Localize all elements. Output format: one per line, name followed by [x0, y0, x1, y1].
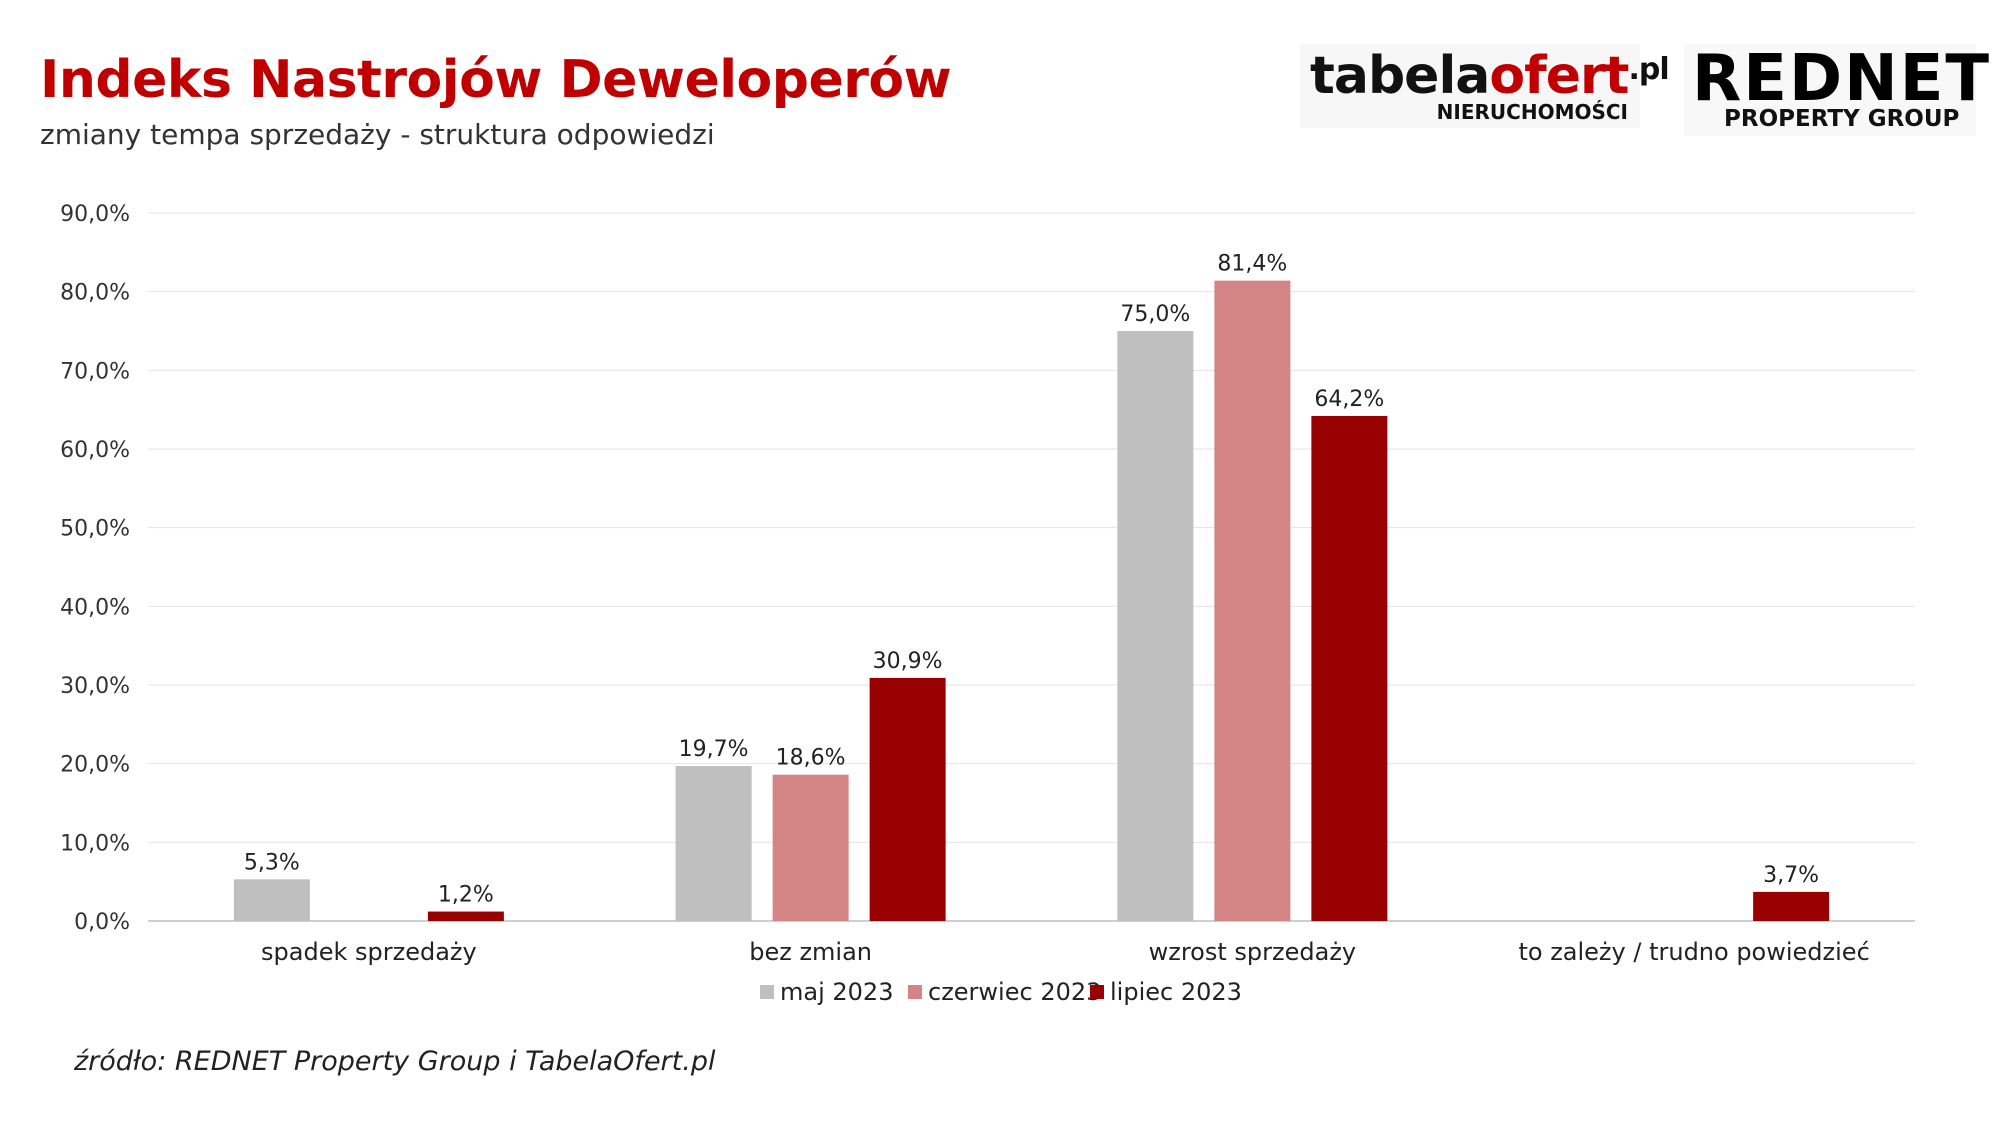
legend-label: czerwiec 2023: [928, 978, 1101, 1006]
rednet-logo: REDNET PROPERTY GROUP: [1684, 42, 1989, 136]
y-tick-label: 0,0%: [74, 910, 130, 935]
y-tick-label: 20,0%: [60, 753, 130, 778]
y-tick-label: 30,0%: [60, 674, 130, 699]
tabelaofert-wordmark: tabelaofert.pl: [1310, 46, 1670, 106]
tabelaofert-tagline: NIERUCHOMOŚCI: [1436, 100, 1628, 124]
legend-swatch: [760, 985, 774, 999]
y-tick-label: 70,0%: [60, 359, 130, 384]
tabelaofert-logo: tabelaofert.pl NIERUCHOMOŚCI: [1300, 44, 1670, 128]
x-category-label: wzrost sprzedaży: [1149, 938, 1357, 966]
data-label: 64,2%: [1314, 387, 1384, 412]
data-label: 19,7%: [679, 737, 749, 762]
data-label: 18,6%: [776, 746, 846, 771]
data-label: 81,4%: [1217, 252, 1287, 277]
bar-chart: 0,0% 10,0% 20,0% 30,0% 40,0% 50,0% 60,0% 70,0% 8…: [60, 202, 1915, 1006]
data-label: 75,0%: [1120, 302, 1190, 327]
rednet-wordmark: REDNET: [1692, 42, 1992, 116]
data-label: 30,9%: [873, 649, 943, 674]
y-tick-label: 50,0%: [60, 517, 130, 542]
y-tick-label: 80,0%: [60, 281, 130, 306]
legend-swatch: [1090, 985, 1104, 999]
legend-label: lipiec 2023: [1110, 978, 1242, 1006]
legend-label: maj 2023: [780, 978, 893, 1006]
rednet-tagline: PROPERTY GROUP: [1724, 106, 1960, 132]
x-category-label: to zależy / trudno powiedzieć: [1518, 938, 1869, 966]
bar: [869, 677, 946, 921]
x-category-label: spadek sprzedaży: [261, 938, 477, 966]
bar: [233, 879, 310, 921]
y-tick-label: 40,0%: [60, 595, 130, 620]
data-label: 3,7%: [1763, 863, 1819, 888]
x-category-label: bez zmian: [749, 938, 872, 966]
y-tick-label: 60,0%: [60, 438, 130, 463]
bar: [675, 766, 752, 921]
bar: [1753, 891, 1830, 921]
bar: [772, 774, 849, 921]
chart-subtitle: zmiany tempa sprzedaży - struktura odpow…: [40, 118, 715, 151]
legend-swatch: [908, 985, 922, 999]
y-tick-label: 10,0%: [60, 831, 130, 856]
chart-title: Indeks Nastrojów Deweloperów: [40, 50, 952, 110]
data-label: 5,3%: [244, 850, 300, 875]
tabelaofert-wordmark-b: ofert: [1489, 46, 1629, 106]
bar: [1117, 331, 1194, 921]
data-label: 1,2%: [438, 883, 494, 908]
source-note: źródło: REDNET Property Group i TabelaOf…: [74, 1046, 716, 1077]
bar: [427, 911, 504, 921]
bar: [1214, 280, 1291, 921]
bar: [1311, 415, 1388, 921]
tabelaofert-wordmark-tld: .pl: [1628, 52, 1669, 87]
y-tick-label: 90,0%: [60, 202, 130, 227]
tabelaofert-wordmark-a: tabela: [1310, 46, 1490, 106]
